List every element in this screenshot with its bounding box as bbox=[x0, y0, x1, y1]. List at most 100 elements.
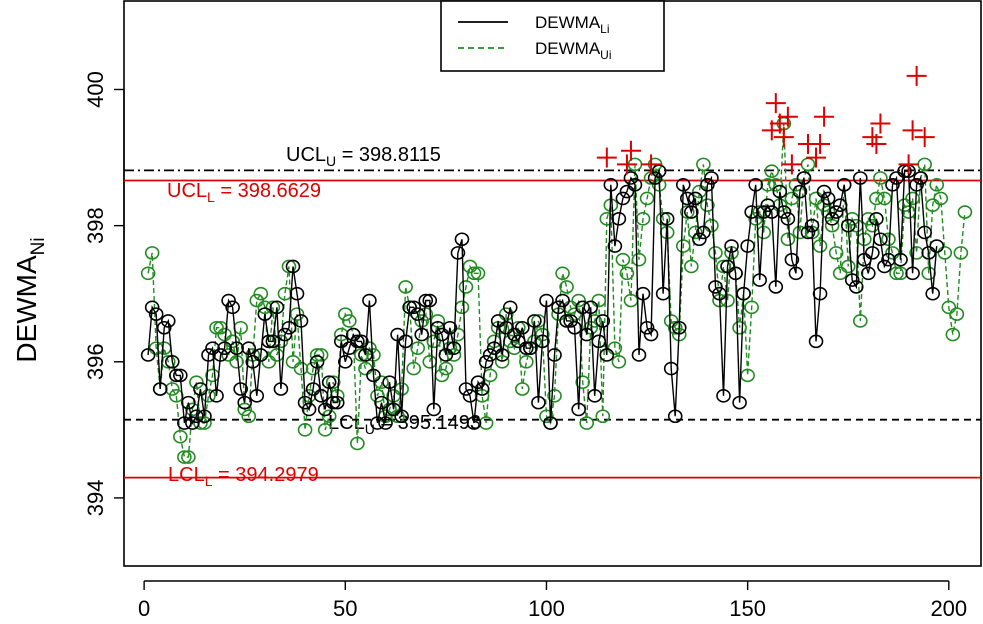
dewma-li-point bbox=[873, 232, 888, 247]
out-of-control-marker bbox=[898, 154, 919, 175]
dewma-li-point bbox=[233, 382, 248, 396]
dewma-ui-point bbox=[579, 416, 594, 430]
dewma-ui-point bbox=[249, 293, 265, 308]
out-of-control-marker bbox=[870, 113, 891, 134]
dewma-li-point bbox=[675, 177, 691, 192]
dewma-li-point bbox=[325, 395, 341, 410]
dewma-li-point bbox=[788, 266, 804, 281]
dewma-ui-point bbox=[273, 334, 289, 349]
dewma-ui-point bbox=[933, 191, 949, 206]
dewma-ui-point bbox=[744, 300, 759, 315]
dewma-li-point bbox=[684, 205, 699, 219]
dewma-li-point bbox=[446, 341, 462, 355]
dewma-ui-point bbox=[410, 341, 426, 355]
dewma-li-point bbox=[692, 232, 707, 247]
dewma-li-point bbox=[647, 171, 663, 185]
dewma-li-point bbox=[177, 416, 192, 430]
dewma-li-point bbox=[519, 341, 534, 355]
dewma-li-point bbox=[201, 348, 216, 362]
dewma-li-point bbox=[667, 409, 683, 424]
dewma-li-point bbox=[249, 389, 265, 403]
dewma-li-point bbox=[515, 320, 530, 335]
dewma-li-point bbox=[852, 171, 868, 185]
dewma-li-point bbox=[820, 191, 836, 206]
out-of-control-marker bbox=[620, 140, 641, 161]
legend: DEWMALi DEWMAUi bbox=[440, 0, 665, 72]
dewma-li-point bbox=[450, 246, 466, 260]
dewma-li-point bbox=[587, 389, 603, 403]
dewma-ui-point bbox=[374, 375, 389, 390]
dewma-li-point bbox=[321, 375, 337, 390]
x-tick-label: 50 bbox=[333, 596, 357, 621]
dewma-ui-point bbox=[478, 416, 494, 430]
y-axis-label-main: DEWMA bbox=[11, 255, 42, 363]
dewma-li-point bbox=[470, 375, 486, 390]
dewma-li-point bbox=[659, 212, 675, 226]
dewma-li-point bbox=[861, 266, 876, 281]
dewma-ui-point bbox=[225, 334, 240, 349]
dewma-li-point bbox=[213, 348, 228, 362]
dewma-li-point bbox=[185, 416, 200, 430]
dewma-li-point bbox=[152, 382, 168, 396]
dewma-ui-point bbox=[446, 348, 462, 362]
dewma-ui-point bbox=[945, 327, 961, 342]
dewma-li-point bbox=[406, 300, 421, 315]
dewma-li-point bbox=[225, 300, 240, 315]
dewma-ui-point bbox=[454, 300, 470, 315]
dewma-li-point bbox=[539, 293, 554, 308]
dewma-li-point bbox=[482, 348, 498, 362]
dewma-li-point bbox=[285, 259, 301, 274]
x-axis: 0 50 100 150 200 bbox=[138, 580, 967, 621]
dewma-li-point bbox=[193, 382, 208, 396]
dewma-li-point bbox=[760, 198, 776, 213]
dewma-ui-point bbox=[527, 334, 542, 349]
dewma-ui-point bbox=[639, 191, 655, 206]
dewma-ui-point bbox=[140, 266, 156, 281]
dewma-li-point bbox=[346, 327, 361, 342]
dewma-ui-point bbox=[812, 239, 828, 253]
dewma-ui-point bbox=[607, 341, 623, 355]
dewma-li-point bbox=[390, 327, 405, 342]
dewma-li-point bbox=[832, 198, 848, 213]
dewma-ui-point bbox=[229, 354, 244, 369]
dewma-li-point bbox=[543, 416, 558, 430]
dewma-li-point bbox=[273, 382, 289, 396]
dewma-li-point bbox=[812, 286, 828, 301]
dewma-li-point bbox=[575, 300, 590, 315]
dewma-li-point bbox=[370, 416, 385, 430]
dewma-li-point bbox=[784, 252, 800, 267]
dewma-li-point bbox=[229, 341, 244, 355]
dewma-ui-point bbox=[261, 354, 277, 369]
dewma-li-point bbox=[313, 389, 329, 403]
lcl-l-label: LCLL = 394.2979 bbox=[168, 464, 319, 489]
dewma-ui-point bbox=[301, 389, 317, 403]
dewma-ui-point bbox=[197, 416, 212, 430]
dewma-ui-point bbox=[398, 280, 413, 294]
dewma-li-point bbox=[563, 314, 578, 328]
dewma-li-point bbox=[402, 300, 417, 315]
dewma-ui-point bbox=[800, 157, 816, 172]
dewma-li-point bbox=[434, 327, 450, 342]
dewma-ui-point bbox=[470, 266, 486, 281]
dewma-ui-point bbox=[635, 212, 651, 226]
dewma-ui-point bbox=[615, 252, 631, 267]
dewma-li-point bbox=[752, 273, 768, 287]
dewma-ui-point bbox=[539, 409, 554, 424]
dewma-ui-point bbox=[177, 450, 192, 464]
dewma-ui-point bbox=[253, 286, 269, 301]
dewma-li-point bbox=[414, 327, 430, 342]
dewma-li-point bbox=[925, 286, 941, 301]
out-of-control-marker bbox=[641, 154, 662, 175]
dewma-li-point bbox=[844, 273, 860, 287]
series-dewma-ui bbox=[140, 116, 973, 464]
dewma-li-point bbox=[623, 171, 639, 185]
dewma-li-point bbox=[639, 320, 655, 335]
ucl-u-label: UCLU = 398.8115 bbox=[286, 144, 441, 169]
dewma-li-point bbox=[277, 327, 293, 342]
dewma-li-point bbox=[688, 191, 703, 206]
dewma-ui-point bbox=[442, 341, 458, 355]
dewma-li-point bbox=[418, 293, 434, 308]
dewma-ui-point bbox=[506, 341, 522, 355]
dewma-li-point bbox=[840, 218, 856, 233]
dewma-li-point bbox=[317, 402, 333, 417]
